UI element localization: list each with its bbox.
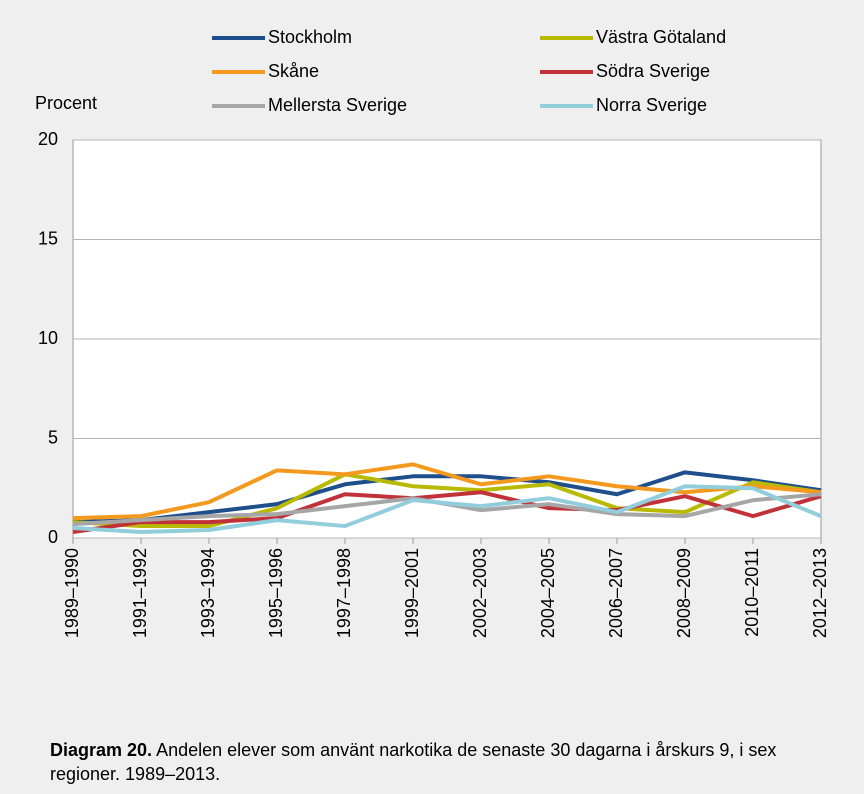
series-line (72, 484, 822, 535)
legend-label: Stockholm (268, 27, 352, 47)
y-tick-label: 10 (38, 328, 58, 348)
x-tick-label: 1999–2001 (402, 548, 422, 638)
x-tick-label: 2012–2013 (810, 548, 830, 638)
caption: Diagram 20. Andelen elever som använt na… (50, 738, 850, 786)
y-axis-label: Procent (35, 93, 97, 113)
series-line (72, 462, 822, 521)
y-tick-label: 0 (48, 527, 58, 547)
x-tick-label: 2004–2005 (538, 548, 558, 638)
legend-label: Västra Götaland (596, 27, 726, 47)
legend-label: Södra Sverige (596, 61, 710, 81)
caption-text: Andelen elever som använt narkotika de s… (50, 740, 777, 784)
x-tick-label: 1997–1998 (334, 548, 354, 638)
legend-label: Norra Sverige (596, 95, 707, 115)
x-tick-label: 1995–1996 (266, 548, 286, 638)
legend-label: Mellersta Sverige (268, 95, 407, 115)
y-tick-label: 5 (48, 427, 58, 447)
x-tick-label: 2006–2007 (606, 548, 626, 638)
chart: Procent 0 5 10 15 20 1989–1990 1991–1992 1993–1… (35, 27, 830, 638)
caption-label: Diagram 20. (50, 740, 153, 760)
x-tick-label: 1991–1992 (130, 548, 150, 638)
series-line (72, 472, 822, 529)
y-tick-label: 15 (38, 228, 58, 248)
y-tick-label: 20 (38, 129, 58, 149)
x-tick-label: 1989–1990 (62, 548, 82, 638)
x-tick-label: 2010–2011 (742, 548, 762, 637)
legend-label: Skåne (268, 61, 319, 81)
x-tick-label: 2008–2009 (674, 548, 694, 638)
x-tick-label: 1993–1994 (198, 548, 218, 638)
series-line (72, 490, 822, 535)
x-tick-label: 2002–2003 (470, 548, 490, 638)
